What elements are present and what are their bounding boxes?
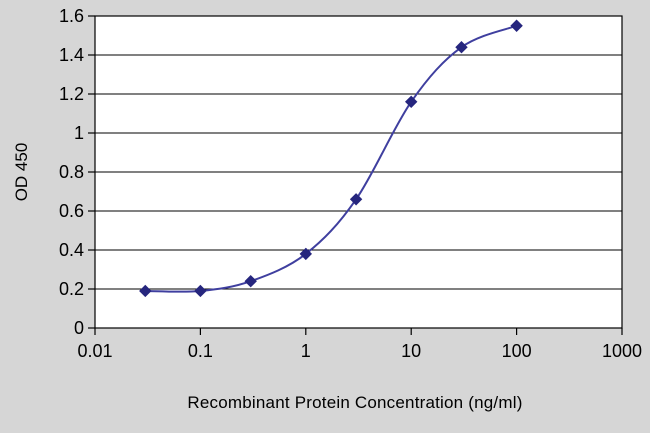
y-tick-label: 0.2 bbox=[59, 279, 84, 299]
x-tick-label: 0.01 bbox=[77, 341, 112, 361]
x-tick-label: 1000 bbox=[602, 341, 642, 361]
x-tick-label: 100 bbox=[502, 341, 532, 361]
data-point-marker bbox=[349, 193, 363, 206]
data-point-marker bbox=[404, 95, 418, 109]
x-axis-label: Recombinant Protein Concentration (ng/ml… bbox=[187, 393, 523, 412]
data-series-line bbox=[145, 24, 517, 293]
y-tick-label: 0.8 bbox=[59, 162, 84, 182]
data-point-marker bbox=[299, 247, 313, 261]
y-tick-label: 1 bbox=[74, 123, 84, 143]
data-point-marker bbox=[455, 40, 468, 54]
data-point-marker bbox=[510, 19, 523, 32]
y-axis-label: OD 450 bbox=[12, 142, 31, 202]
y-tick-label: 1.2 bbox=[59, 84, 84, 104]
data-point-marker bbox=[194, 284, 207, 298]
data-point-marker bbox=[244, 274, 257, 288]
x-tick-label: 0.1 bbox=[188, 341, 213, 361]
y-tick-label: 1.4 bbox=[59, 45, 84, 65]
y-tick-label: 0 bbox=[74, 318, 84, 338]
y-tick-label: 0.4 bbox=[59, 240, 84, 260]
y-tick-label: 1.6 bbox=[59, 6, 84, 26]
x-tick-label: 1 bbox=[301, 341, 311, 361]
x-tick-label: 10 bbox=[401, 341, 421, 361]
data-point-marker bbox=[139, 284, 152, 298]
y-tick-label: 0.6 bbox=[59, 201, 84, 221]
